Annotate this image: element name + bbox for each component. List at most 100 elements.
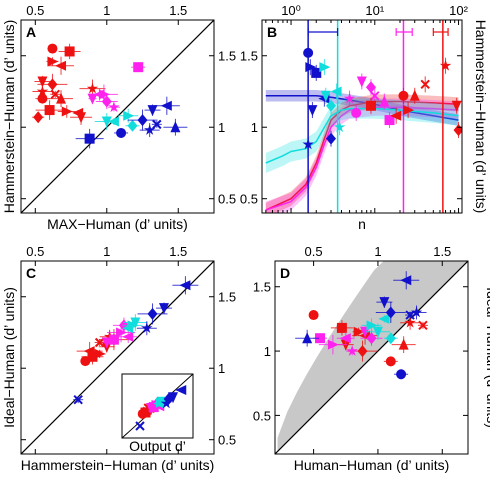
data-point (330, 86, 342, 97)
data-point (403, 105, 415, 116)
y-tick-label: 1.5 (240, 49, 258, 64)
data-point (451, 100, 462, 112)
data-point (404, 316, 416, 328)
data-point (307, 105, 318, 117)
x-axis-label: n (358, 216, 366, 232)
data-point (320, 90, 331, 102)
data-point (101, 337, 112, 349)
identity-line (275, 261, 468, 454)
data-point (73, 394, 83, 405)
data-point (308, 310, 319, 321)
data-point (137, 114, 148, 127)
confidence-band (265, 90, 459, 126)
data-point (94, 337, 105, 348)
data-point (339, 333, 351, 344)
x-axis-label: Human−Human (d’ units) (294, 457, 450, 473)
data-point (372, 326, 383, 338)
data-point (86, 82, 99, 94)
data-point (333, 121, 346, 133)
data-point (87, 93, 98, 105)
x-tick-label: 0.5 (305, 244, 323, 259)
y-tick-label: 1 (218, 120, 225, 135)
y-axis-label: Hammerstein−Human (d’ units) (473, 20, 489, 214)
data-point (56, 92, 67, 104)
data-point (83, 346, 95, 357)
data-point (87, 351, 98, 362)
data-point (123, 110, 135, 121)
panel-letter: A (26, 24, 36, 40)
panel-a: 0.5 1 1.5 0.5 1 1.5 A MAX−Human (d’ units) Hamme… (1, 3, 236, 232)
x-tick-label: 1 (374, 244, 381, 259)
y-axis-label: Ideal−Human (d’ units) (484, 287, 490, 428)
plot-area (265, 20, 462, 213)
data-point (37, 76, 48, 88)
data-point (170, 121, 181, 133)
data-point (122, 331, 134, 342)
confidence-band (265, 98, 459, 213)
y-axis-label: Ideal−Human (d’ units) (1, 287, 17, 428)
data-point (144, 124, 156, 135)
data-point (325, 99, 336, 112)
inset-data-point (135, 421, 145, 431)
data-point (439, 59, 452, 71)
data-point (305, 62, 317, 73)
data-point (336, 322, 347, 333)
plot-area (21, 261, 214, 454)
data-point (366, 332, 377, 345)
data-point (84, 133, 95, 144)
inset-data-point (160, 397, 173, 409)
data-point (302, 332, 313, 344)
data-point (319, 62, 331, 73)
data-point (405, 310, 415, 320)
y-axis-label: Hammerstein−Human (d’ units) (1, 20, 17, 214)
inset-data-point (168, 392, 178, 404)
series-line (265, 100, 459, 211)
data-point (44, 105, 55, 116)
y-tick-label: 0.5 (253, 408, 271, 423)
x-tick-label: 10² (449, 3, 468, 18)
x-axis-label: MAX−Human (d’ units) (47, 216, 188, 232)
data-point (398, 338, 409, 350)
y-tick-label: 1.5 (218, 290, 236, 305)
data-point (420, 79, 430, 90)
x-tick-label: 0.5 (26, 3, 44, 18)
x-tick-label: 10⁰ (281, 3, 301, 18)
data-point (385, 332, 396, 345)
data-point (101, 95, 112, 108)
confidence-band (265, 98, 459, 173)
y-tick-label: 1.5 (218, 49, 236, 64)
data-point (303, 47, 314, 58)
y-tick-label: 1 (251, 120, 258, 135)
y-tick-label: 1.5 (253, 280, 271, 295)
data-point (133, 62, 144, 73)
plot-frame (274, 260, 469, 455)
data-point (398, 90, 409, 101)
plot-frame (20, 19, 215, 214)
data-point (141, 322, 153, 333)
data-point (384, 115, 395, 126)
x-tick-label: 1 (103, 244, 110, 259)
series-line (265, 107, 459, 164)
data-point (64, 46, 75, 57)
panel-c: Output d’ 0.5 1 1.5 0.5 1 1.5 C Hammerstein−Huma… (1, 244, 236, 473)
data-point (390, 110, 402, 121)
data-point (357, 345, 368, 358)
data-point (311, 67, 322, 78)
data-point (36, 85, 49, 97)
panel-b: 10⁰ 10¹ 10² 0.5 1 1.5 Bn Hammerstein−Human (d’ … (240, 3, 489, 232)
data-point (302, 138, 314, 150)
x-tick-label: 10¹ (365, 3, 384, 18)
y-tick-label: 1 (218, 361, 225, 376)
data-point (379, 297, 390, 309)
data-point (47, 56, 59, 67)
data-point (410, 306, 423, 318)
x-tick-label: 1.5 (433, 244, 451, 259)
data-point (76, 112, 87, 124)
plot-frame (20, 260, 215, 455)
data-point (370, 91, 380, 101)
inset-data-point (175, 385, 187, 395)
identity-line (21, 20, 214, 213)
data-point (400, 275, 412, 286)
data-point (365, 100, 376, 111)
data-point (147, 307, 158, 320)
